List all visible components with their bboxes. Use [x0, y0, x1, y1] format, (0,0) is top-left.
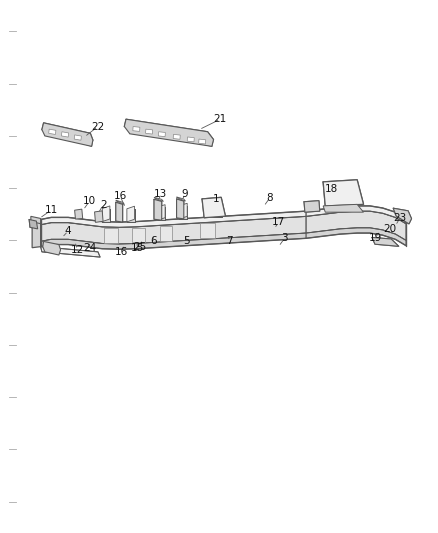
Polygon shape — [42, 123, 93, 147]
Polygon shape — [213, 201, 222, 217]
Polygon shape — [74, 209, 83, 219]
Polygon shape — [177, 197, 186, 201]
Polygon shape — [132, 228, 145, 243]
Text: 19: 19 — [368, 233, 381, 243]
Polygon shape — [306, 211, 406, 240]
Polygon shape — [116, 200, 124, 204]
Text: 16: 16 — [113, 191, 127, 201]
Polygon shape — [372, 237, 399, 246]
Polygon shape — [31, 216, 41, 224]
Polygon shape — [102, 208, 110, 222]
Polygon shape — [32, 219, 41, 248]
Text: 1: 1 — [213, 193, 219, 204]
Polygon shape — [157, 207, 165, 220]
Polygon shape — [179, 206, 187, 219]
Text: 9: 9 — [182, 189, 188, 199]
Bar — [199, 139, 206, 144]
Polygon shape — [116, 202, 123, 222]
Polygon shape — [157, 205, 165, 220]
Text: 5: 5 — [183, 237, 190, 246]
Polygon shape — [202, 197, 226, 217]
Polygon shape — [323, 180, 364, 206]
Polygon shape — [200, 223, 215, 238]
Text: 25: 25 — [133, 241, 146, 252]
Text: 10: 10 — [83, 196, 96, 206]
Polygon shape — [95, 211, 103, 222]
Polygon shape — [304, 201, 320, 212]
Polygon shape — [179, 203, 187, 219]
Text: 15: 15 — [131, 243, 144, 253]
Text: 2: 2 — [100, 200, 106, 210]
Text: 7: 7 — [226, 237, 233, 246]
Polygon shape — [306, 206, 406, 224]
Text: 4: 4 — [65, 226, 71, 236]
Polygon shape — [323, 204, 364, 212]
Polygon shape — [127, 209, 134, 222]
Text: 18: 18 — [325, 184, 338, 194]
Polygon shape — [177, 199, 184, 219]
Bar — [145, 129, 152, 134]
Text: 20: 20 — [384, 224, 397, 234]
Polygon shape — [43, 241, 60, 255]
Polygon shape — [102, 206, 110, 222]
Text: 13: 13 — [154, 189, 167, 199]
Text: 3: 3 — [282, 233, 288, 243]
Polygon shape — [104, 228, 118, 243]
Polygon shape — [41, 233, 306, 249]
Bar — [158, 132, 166, 136]
Bar — [187, 137, 194, 142]
Polygon shape — [159, 226, 172, 240]
Text: 6: 6 — [150, 237, 156, 246]
Bar — [49, 129, 56, 134]
Text: 21: 21 — [214, 114, 227, 124]
Polygon shape — [154, 197, 163, 201]
Bar — [61, 132, 69, 137]
Text: 23: 23 — [393, 213, 406, 223]
Polygon shape — [213, 204, 222, 217]
Text: 12: 12 — [71, 245, 84, 255]
Polygon shape — [124, 119, 214, 147]
Polygon shape — [127, 206, 134, 222]
Polygon shape — [306, 228, 406, 246]
Text: 8: 8 — [267, 192, 273, 203]
Polygon shape — [41, 216, 306, 244]
Polygon shape — [393, 208, 412, 224]
Polygon shape — [41, 211, 306, 228]
Text: 22: 22 — [92, 122, 105, 132]
Text: 24: 24 — [84, 243, 97, 253]
Polygon shape — [154, 199, 162, 220]
Text: 16: 16 — [115, 247, 128, 257]
Bar — [133, 126, 140, 132]
Polygon shape — [29, 220, 38, 229]
Text: 17: 17 — [272, 217, 285, 227]
Polygon shape — [41, 247, 100, 257]
Bar — [173, 134, 180, 139]
Bar — [74, 135, 81, 140]
Text: 11: 11 — [45, 205, 58, 215]
